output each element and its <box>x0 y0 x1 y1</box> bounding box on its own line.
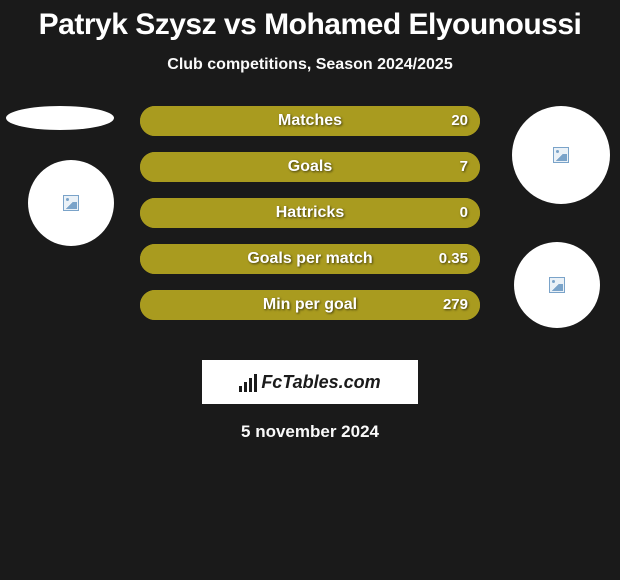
stat-row: Matches20 <box>140 106 480 136</box>
player-circle-right-bottom <box>514 242 600 328</box>
stat-row: Goals per match0.35 <box>140 244 480 274</box>
bar-value: 7 <box>460 152 468 182</box>
image-placeholder-icon <box>553 147 569 163</box>
bar-label: Goals per match <box>140 244 480 274</box>
bar-label: Hattricks <box>140 198 480 228</box>
bar-value: 0.35 <box>439 244 468 274</box>
subtitle: Club competitions, Season 2024/2025 <box>0 56 620 74</box>
player-ellipse-left <box>6 106 114 130</box>
date-line: 5 november 2024 <box>0 422 620 442</box>
bar-value: 20 <box>451 106 468 136</box>
stat-row: Min per goal279 <box>140 290 480 320</box>
stat-row: Hattricks0 <box>140 198 480 228</box>
logo-bars-icon <box>239 372 257 392</box>
logo-box: FcTables.com <box>202 360 418 404</box>
left-shape-group <box>0 106 140 346</box>
page-title: Patryk Szysz vs Mohamed Elyounoussi <box>0 0 620 42</box>
image-placeholder-icon <box>549 277 565 293</box>
bar-label: Goals <box>140 152 480 182</box>
player-circle-left <box>28 160 114 246</box>
stat-bars: Matches20 Goals7 Hattricks0 Goals per match… <box>140 106 480 336</box>
bar-value: 0 <box>460 198 468 228</box>
image-placeholder-icon <box>63 195 79 211</box>
bar-label: Min per goal <box>140 290 480 320</box>
stats-area: Matches20 Goals7 Hattricks0 Goals per match… <box>0 106 620 346</box>
stat-row: Goals7 <box>140 152 480 182</box>
player-circle-right-top <box>512 106 610 204</box>
bar-label: Matches <box>140 106 480 136</box>
bar-value: 279 <box>443 290 468 320</box>
right-shape-group <box>480 106 620 346</box>
logo-text: FcTables.com <box>261 372 380 393</box>
